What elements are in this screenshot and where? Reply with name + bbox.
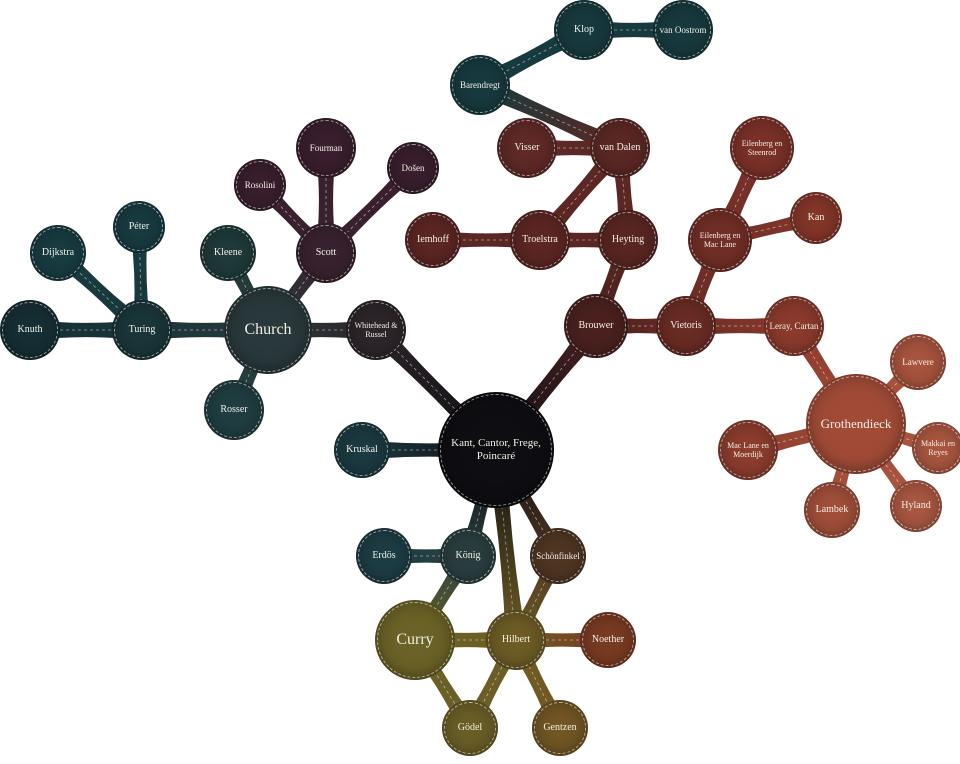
node-label: Curry	[392, 629, 437, 651]
node-label: Kant, Cantor, Frege, Poincaré	[438, 435, 554, 464]
node-label: Barendregt	[456, 78, 504, 92]
network-diagram: Klop van Oostrom Barendregt Fourman Došen Ros…	[0, 0, 960, 764]
node-label: König	[452, 548, 485, 564]
node-grothendieck: Grothendieck	[806, 374, 906, 474]
node-center: Kant, Cantor, Frege, Poincaré	[438, 392, 554, 508]
node-heyting: Heyting	[598, 210, 658, 270]
node-label: Eilenberg en Mac Lane	[688, 229, 752, 251]
node-godel: Gödel	[442, 700, 498, 756]
node-eilen_steen: Eilenberg en Steenrod	[730, 116, 794, 180]
node-label: Church	[240, 319, 295, 341]
node-whitehead: Whitehead & Russel	[346, 300, 406, 360]
node-label: Eilenberg en Steenrod	[730, 137, 794, 159]
node-label: Rosser	[216, 402, 251, 418]
node-vietoris: Vietoris	[656, 296, 716, 356]
node-kruskal: Kruskal	[334, 422, 390, 478]
node-label: Noether	[588, 632, 628, 648]
node-maclane_moerdijk: Mac Lane en Moerdijk	[718, 420, 778, 480]
node-label: Gödel	[454, 720, 486, 736]
node-turing: Turing	[112, 300, 172, 360]
node-curry: Curry	[375, 600, 455, 680]
node-makkai: Makkai en Reyes	[912, 422, 960, 474]
node-brouwer: Brouwer	[564, 294, 628, 358]
node-label: Fourman	[306, 141, 347, 155]
node-gentzen: Gentzen	[532, 700, 588, 756]
node-vandalen: van Dalen	[590, 118, 650, 178]
node-hilbert: Hilbert	[486, 610, 546, 670]
node-barendregt: Barendregt	[450, 55, 510, 115]
node-label: Lambek	[812, 502, 853, 518]
node-kleene: Kleene	[200, 225, 256, 281]
node-peter: Péter	[113, 201, 165, 253]
node-rosolini: Rosolini	[234, 159, 286, 211]
node-lambek: Lambek	[804, 482, 860, 538]
node-iemhoff: Iemhoff	[405, 212, 461, 268]
node-hyland: Hyland	[890, 480, 942, 532]
node-noether: Noether	[580, 612, 636, 668]
node-label: Visser	[511, 140, 544, 156]
node-label: Whitehead & Russel	[346, 319, 406, 341]
node-kan: Kan	[790, 192, 842, 244]
node-label: Péter	[125, 219, 154, 235]
node-klop: Klop	[554, 0, 614, 60]
node-label: Došen	[398, 161, 429, 175]
node-label: Iemhoff	[413, 232, 453, 248]
node-eilen_mac: Eilenberg en Mac Lane	[688, 208, 752, 272]
node-label: Makkai en Reyes	[912, 437, 960, 459]
node-label: Mac Lane en Moerdijk	[718, 439, 778, 461]
node-label: van Oostrom	[656, 23, 711, 37]
node-label: Erdös	[368, 548, 399, 564]
node-label: Vietoris	[666, 318, 706, 334]
node-label: Brouwer	[575, 318, 618, 334]
node-knuth: Knuth	[0, 300, 60, 360]
node-label: Troelstra	[518, 232, 562, 248]
node-scott: Scott	[296, 223, 356, 283]
node-label: Grothendieck	[817, 415, 896, 434]
node-label: Hyland	[897, 498, 934, 514]
node-dijkstra: Dijkstra	[30, 225, 86, 281]
node-label: Kan	[804, 210, 829, 226]
node-label: Leray, Cartan	[766, 319, 823, 333]
node-label: Knuth	[14, 322, 47, 338]
node-label: Kleene	[210, 245, 246, 261]
node-oostrom: van Oostrom	[653, 0, 713, 60]
node-label: Turing	[125, 322, 160, 338]
node-church: Church	[224, 286, 312, 374]
node-konig: König	[440, 528, 496, 584]
node-label: Scott	[312, 245, 341, 261]
node-label: Dijkstra	[38, 245, 78, 261]
node-label: Kruskal	[342, 442, 382, 458]
node-rosser: Rosser	[204, 380, 264, 440]
node-label: van Dalen	[596, 140, 645, 156]
node-leray: Leray, Cartan	[764, 296, 824, 356]
node-troelstra: Troelstra	[510, 210, 570, 270]
node-erdos: Erdös	[356, 528, 412, 584]
node-label: Heyting	[608, 232, 648, 248]
node-label: Hilbert	[498, 632, 534, 648]
node-visser: Visser	[497, 118, 557, 178]
node-lawvere: Lawvere	[890, 334, 946, 390]
node-fourman: Fourman	[296, 118, 356, 178]
node-label: Schönfinkel	[532, 549, 584, 563]
node-label: Rosolini	[241, 178, 280, 192]
node-dosen: Došen	[387, 142, 439, 194]
node-schonfinkel: Schönfinkel	[530, 528, 586, 584]
node-label: Klop	[570, 22, 598, 38]
node-label: Lawvere	[898, 355, 937, 369]
node-label: Gentzen	[539, 720, 580, 736]
